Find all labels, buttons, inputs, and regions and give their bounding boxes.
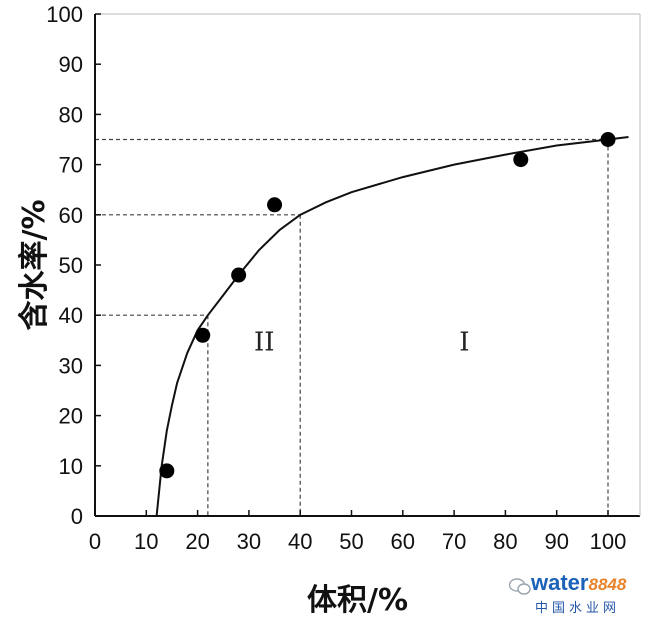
fit-curve	[155, 136, 629, 517]
y-tick-label: 70	[59, 153, 83, 178]
region-label: I	[459, 327, 469, 357]
x-tick-label: 30	[237, 529, 261, 554]
y-axis-title: 含水率/%	[17, 199, 52, 330]
x-tick-label: 50	[339, 529, 363, 554]
y-tick-label: 20	[59, 404, 83, 429]
reference-lines	[95, 138, 609, 516]
y-tick-label: 10	[59, 454, 83, 479]
ticks: 0 10 20 30 40 50 60 70 80 90 100 0 10 20 30 40 50 60 70 80 9…	[46, 2, 626, 554]
watermark-brand: water8848	[531, 570, 626, 596]
x-tick-label: 0	[89, 529, 101, 554]
y-tick-label: 100	[46, 2, 83, 27]
data-point	[600, 132, 616, 147]
x-tick-label: 10	[134, 529, 158, 554]
watermark-subtitle: 中国水业网	[535, 601, 621, 616]
x-axis-title: 体积/%	[307, 583, 408, 618]
axes	[94, 13, 641, 517]
watermark-brand-main: water	[531, 570, 589, 595]
fit-curve-layer	[155, 136, 629, 517]
data-points	[159, 132, 616, 479]
x-tick-label: 40	[288, 529, 312, 554]
y-tick-label: 50	[59, 253, 83, 278]
x-tick-label: 80	[493, 529, 517, 554]
data-point	[267, 197, 283, 213]
wechat-icon	[509, 578, 531, 595]
data-point	[195, 327, 211, 343]
y-tick-label: 40	[59, 303, 83, 328]
x-tick-label: 90	[544, 529, 568, 554]
x-tick-label: 60	[391, 529, 415, 554]
x-tick-label: 20	[185, 529, 209, 554]
y-tick-label: 60	[59, 203, 83, 228]
y-tick-label: 0	[71, 504, 83, 529]
y-tick-label: 30	[59, 353, 83, 378]
x-tick-label: 100	[590, 529, 627, 554]
y-tick-label: 90	[59, 52, 83, 77]
region-labels: II I	[254, 327, 469, 357]
watermark: water8848 中国水业网	[509, 570, 651, 620]
watermark-brand-number: 8848	[588, 575, 627, 594]
region-label: II	[254, 327, 275, 357]
data-point	[513, 152, 529, 168]
data-point	[159, 463, 175, 479]
data-point	[231, 267, 247, 283]
x-tick-label: 70	[442, 529, 466, 554]
y-tick-label: 80	[59, 102, 83, 127]
